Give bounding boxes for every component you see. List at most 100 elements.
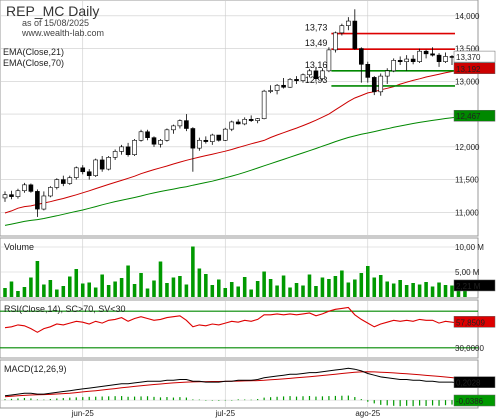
volume-bar <box>106 285 111 297</box>
macd-hist-bar <box>334 395 336 401</box>
legend-ema21: EMA(Close,21) <box>3 47 64 57</box>
macd-hist-bar <box>451 400 453 405</box>
volume-bar <box>353 279 357 297</box>
macd-hist-bar <box>237 399 239 401</box>
candle-body <box>294 79 299 81</box>
candle-body <box>54 179 60 188</box>
ema70-line <box>4 115 466 226</box>
macd-hist-bar <box>276 396 278 401</box>
macd-hist-bar <box>49 399 51 401</box>
last-ema21-badge: 13,192 <box>456 65 481 74</box>
macd-hist-bar <box>438 400 440 406</box>
candle-body <box>86 171 92 176</box>
candle-body <box>164 129 170 141</box>
rsi-ytick: 30,0000 <box>455 344 484 353</box>
candle-body <box>397 60 403 62</box>
macd-hist-bar <box>218 400 220 401</box>
volume-bar <box>385 281 389 297</box>
macd-hist-last-badge-bg <box>453 394 496 407</box>
volume-bar <box>48 280 53 297</box>
macd-hist-bar <box>367 400 369 402</box>
candle-body <box>41 195 47 210</box>
candle-body <box>138 131 144 141</box>
candle-body <box>209 134 215 142</box>
macd-hist-bar <box>308 395 311 401</box>
candle-body <box>333 32 338 51</box>
value-badges: 13,370 13,192 12,467 2,21 M 57,8509 0,2028 -0,… <box>453 50 496 407</box>
candle-body <box>22 184 27 192</box>
volume-bar <box>16 291 20 297</box>
macd-title: MACD(12,26,9) <box>4 364 67 374</box>
rsi-line <box>4 306 466 333</box>
candle-body <box>73 167 79 178</box>
volume-bar <box>210 285 215 297</box>
macd-hist-bar <box>114 396 116 401</box>
volume-bar <box>307 274 312 297</box>
candle-body <box>378 75 384 93</box>
macd-hist-bar <box>263 397 265 401</box>
macd-hist-bar <box>166 397 168 401</box>
candle-body <box>255 118 260 121</box>
candle-body <box>274 84 280 91</box>
candle-body <box>28 184 34 192</box>
volume-bar <box>87 282 91 297</box>
last-close-badge-bg <box>453 50 496 63</box>
candle-body <box>436 54 442 62</box>
volume-bar <box>456 286 461 297</box>
macd-hist-bar <box>347 395 349 401</box>
candle-body <box>35 191 40 210</box>
volume-bar <box>197 268 202 297</box>
macd-hist-bar <box>172 397 175 401</box>
candle-body <box>229 121 235 130</box>
macd-hist-bar <box>425 400 427 406</box>
macd-hist-bar <box>23 397 26 401</box>
macd-hist-bar <box>354 397 356 401</box>
candle-body <box>190 128 196 149</box>
macd-hist-bar <box>140 396 142 401</box>
macd-hist-bar <box>205 400 207 401</box>
macd-hist-bar <box>101 396 103 401</box>
volume-ytick: 5,00 M <box>455 268 480 277</box>
macd-hist-bar <box>321 396 324 401</box>
candle-body <box>158 139 163 145</box>
volume-bar <box>255 281 260 297</box>
macd-hist-bar <box>244 399 246 401</box>
volume-bar <box>378 275 383 297</box>
candle-body <box>119 146 124 152</box>
volume-bar <box>411 283 415 297</box>
candle-body <box>404 58 409 62</box>
macd-hist-bar <box>289 396 291 401</box>
volume-bar <box>463 285 467 297</box>
macd-hist-bar <box>250 399 252 401</box>
volume-bar <box>223 288 228 297</box>
volume-bar <box>191 246 195 297</box>
volume-bar <box>314 286 318 297</box>
volume-bar <box>398 280 402 297</box>
macd-hist-bar <box>412 400 414 407</box>
macd-last-badge-bg <box>453 376 496 388</box>
macd-hist-bar <box>4 399 6 401</box>
volume-bar <box>275 285 279 297</box>
candle-body <box>307 70 312 76</box>
price-ytick: 11,000 <box>455 208 479 217</box>
macd-hist-bar <box>36 399 38 401</box>
macd-hist-bar <box>231 400 233 401</box>
candle-body <box>222 128 228 141</box>
candle-body <box>203 139 209 142</box>
macd-hist-bar <box>133 396 136 401</box>
macd-hist-last-badge: -0,0386 <box>456 397 484 406</box>
last-ema70-badge: 12,467 <box>456 112 481 121</box>
volume-bar <box>450 285 454 297</box>
last-close-badge: 13,370 <box>456 53 481 62</box>
candle-body <box>93 159 99 176</box>
rsi-last-badge-bg <box>453 316 496 328</box>
volume-bar <box>430 286 435 297</box>
macd-hist-bar <box>121 396 123 401</box>
macd-hist-bar <box>328 396 330 401</box>
candle-body <box>391 60 397 72</box>
volume-bar <box>132 284 137 297</box>
level-label: 13,16 <box>305 60 328 70</box>
volume-bar <box>139 273 143 297</box>
macd-hist-bar <box>30 398 32 401</box>
volume-bar <box>320 277 325 297</box>
